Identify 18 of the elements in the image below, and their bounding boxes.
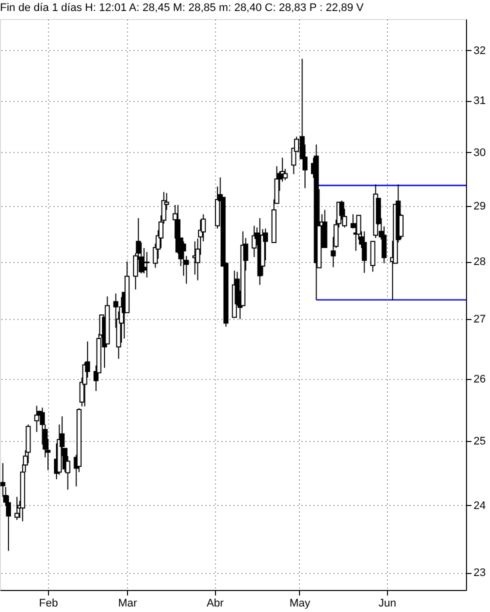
x-tick-label: Feb	[39, 598, 58, 610]
y-tick-label: 25	[474, 435, 486, 448]
y-tick-label: 31	[474, 95, 486, 108]
candlestick	[142, 248, 147, 274]
y-tick-label: 30	[474, 146, 486, 159]
y-tick-label: 26	[474, 373, 486, 386]
x-tick-label: Abr	[206, 598, 224, 610]
chart-title: Fin de día 1 días H: 12:01 A: 28,45 M: 28,85 m: 28,40 C: 28,83 P : 22,89 V	[0, 2, 364, 14]
y-tick-label: 27	[474, 314, 486, 326]
x-tick-label: May	[289, 598, 311, 610]
y-tick-label: 24	[474, 500, 486, 512]
x-tick-label: Mar	[118, 598, 138, 610]
y-tick-label: 28	[474, 256, 486, 268]
x-tick-label: Jun	[378, 598, 396, 610]
y-tick-label: 32	[474, 44, 486, 57]
candlestick	[181, 240, 186, 276]
y-tick-label: 29	[474, 200, 486, 213]
y-tick-label: 23	[474, 567, 486, 580]
